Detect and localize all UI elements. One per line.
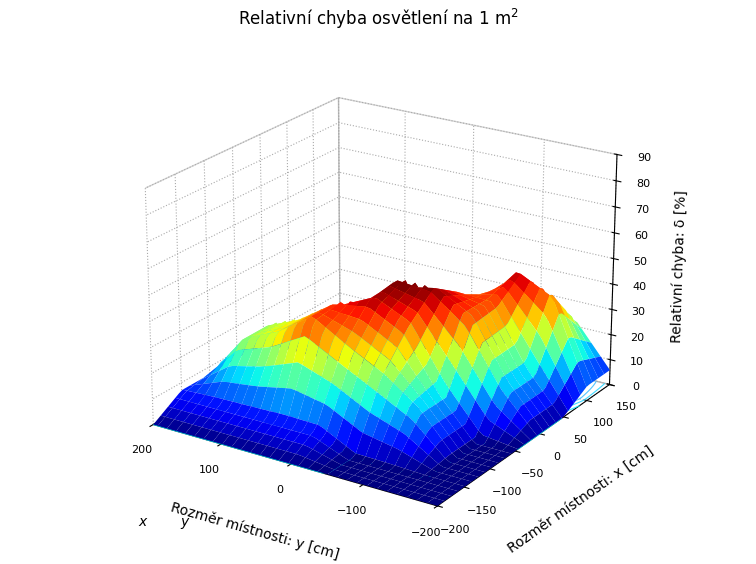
Title: Relativní chyba osvětlení na 1 m$^2$: Relativní chyba osvětlení na 1 m$^2$ — [237, 7, 519, 31]
Text: x: x — [138, 515, 147, 529]
Y-axis label: Rozměr místnosti: x [cm]: Rozměr místnosti: x [cm] — [506, 444, 656, 556]
X-axis label: Rozměr místnosti: y [cm]: Rozměr místnosti: y [cm] — [169, 500, 341, 562]
Text: y: y — [180, 515, 188, 529]
